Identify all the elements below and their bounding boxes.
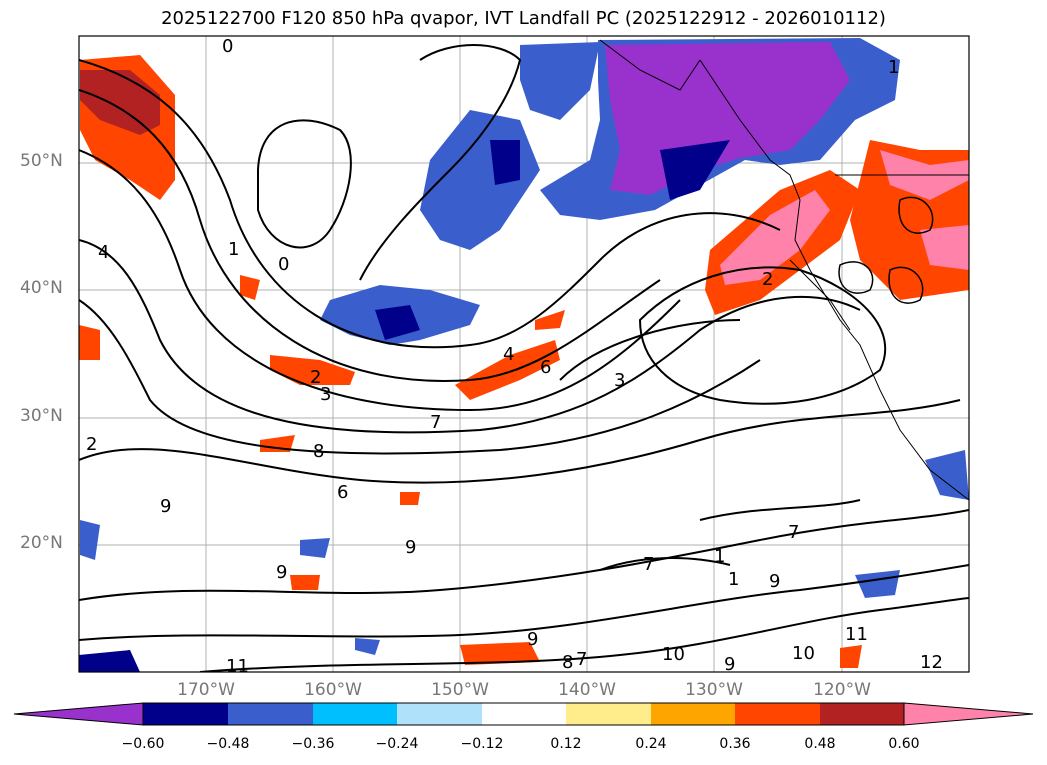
contour-label: 9	[405, 537, 416, 558]
map-panel: 0 1 4 1 0 2 3 4 6 3 7 8 9 6 9 9 7 9 7 9 …	[79, 36, 969, 677]
lat-label: 40°N	[20, 278, 63, 298]
contour-label: 1	[228, 239, 239, 260]
colorbar-segment	[397, 703, 482, 725]
lon-label: 160°W	[304, 680, 362, 700]
contour-label: 10	[662, 644, 685, 665]
contour-label: 1	[888, 57, 899, 78]
colorbar-tick: 0.36	[719, 736, 751, 752]
contour-label: 4	[98, 242, 109, 263]
contour-label: 8	[313, 441, 324, 462]
contour-labels: 0 1 4 1 0 2 3 4 6 3 7 8 9 6 9 9 7 9 7 9 …	[86, 36, 943, 677]
colorbar-segment	[820, 703, 904, 725]
contour-label: 3	[320, 384, 331, 405]
contour-label: 3	[614, 370, 625, 391]
contour-label: 0	[278, 254, 289, 275]
contour-label: 7	[576, 649, 587, 670]
colorbar-tick: −0.36	[291, 736, 335, 752]
contour-label: 7	[643, 554, 654, 575]
lat-label: 50°N	[20, 151, 63, 171]
contour-label: 7	[430, 412, 441, 433]
contour-label: 0	[222, 36, 233, 57]
colorbar-segment	[566, 703, 651, 725]
contour-label: 9	[160, 496, 171, 517]
colorbar-extend-high	[903, 702, 1034, 726]
contour-label: 2	[86, 434, 97, 455]
contour-label: 6	[540, 357, 551, 378]
contour-label: 10	[792, 643, 815, 664]
contour-lines	[79, 44, 969, 672]
contour-label: 9	[769, 571, 780, 592]
colorbar-tick: −0.24	[375, 736, 419, 752]
lon-label: 150°W	[431, 680, 489, 700]
inland-contours	[838, 196, 934, 304]
contour-label: 9	[276, 562, 287, 583]
colorbar-tick: −0.48	[206, 736, 250, 752]
colorbar-segment	[482, 703, 566, 725]
colorbar-tick: −0.60	[121, 736, 165, 752]
contour-label: 1	[714, 546, 725, 567]
colorbar-tick: −0.12	[460, 736, 504, 752]
lon-label: 140°W	[558, 680, 616, 700]
colorbar-segment	[313, 703, 397, 725]
colorbar	[13, 702, 1034, 726]
contour-label: 9	[724, 654, 735, 675]
map-frame	[78, 35, 970, 673]
colorbar-tick: 0.60	[888, 736, 920, 752]
contour-label: 2	[762, 269, 773, 290]
contour-label: 9	[527, 629, 538, 650]
contour-label: 4	[503, 344, 514, 365]
contour-label: 8	[562, 652, 573, 673]
map-title: 2025122700 F120 850 hPa qvapor, IVT Land…	[161, 8, 886, 29]
colorbar-segment	[651, 703, 735, 725]
colorbar-tick: 0.24	[635, 736, 667, 752]
colorbar-tick: 0.48	[804, 736, 836, 752]
contour-label: 7	[788, 522, 799, 543]
contour-label: 11	[226, 656, 249, 677]
contour-label: 2	[310, 367, 321, 388]
colorbar-segment	[143, 703, 228, 725]
contour-label: 1	[728, 569, 739, 590]
contour-label: 12	[920, 652, 943, 673]
colorbar-tick: 0.12	[550, 736, 582, 752]
colorbar-extend-low	[13, 702, 144, 726]
contour-label: 6	[337, 482, 348, 503]
lon-label: 130°W	[685, 680, 743, 700]
lat-label: 20°N	[20, 533, 63, 553]
lat-label: 30°N	[20, 406, 63, 426]
colorbar-segment	[735, 703, 820, 725]
lon-label: 170°W	[177, 680, 235, 700]
contour-label: 11	[845, 624, 868, 645]
lon-label: 120°W	[813, 680, 871, 700]
negative-anomaly-fill	[79, 38, 969, 672]
colorbar-segment	[228, 703, 313, 725]
